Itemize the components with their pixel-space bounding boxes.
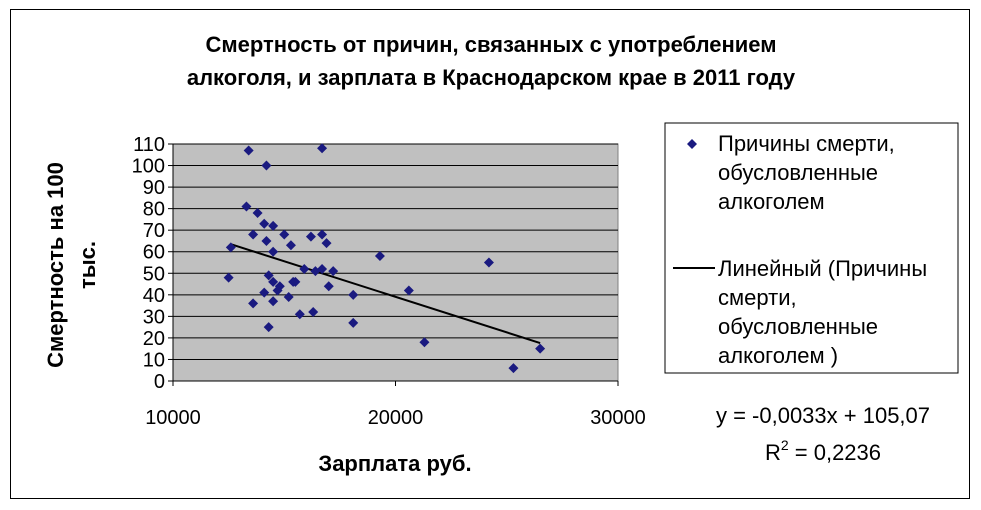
data-point — [535, 343, 546, 354]
data-point — [321, 238, 332, 249]
data-point — [268, 246, 279, 257]
data-point — [263, 322, 274, 333]
legend-trend-label: Линейный (Причины смерти, обусловленные … — [718, 256, 933, 368]
data-point — [252, 207, 263, 218]
data-point — [308, 307, 319, 318]
trendline — [230, 243, 541, 344]
ytick-label: 10 — [143, 349, 165, 371]
data-point — [483, 257, 494, 268]
data-point — [241, 201, 252, 212]
data-point — [285, 240, 296, 251]
ytick-label: 30 — [143, 306, 165, 328]
y-axis-title-line-1: Смертность на 100 — [43, 162, 68, 368]
r2-value: = 0,2236 — [789, 440, 881, 465]
r2-superscript: 2 — [781, 437, 789, 453]
ytick-label: 100 — [132, 156, 165, 178]
data-point — [317, 229, 328, 240]
legend-trend-line-3: обусловленные — [718, 314, 878, 339]
data-point — [279, 229, 290, 240]
data-point — [290, 276, 301, 287]
ytick-label: 60 — [143, 242, 165, 264]
plot-area — [172, 143, 619, 382]
legend-series-label: Причины смерти, обусловленные алкоголем — [718, 131, 901, 214]
legend-box — [664, 122, 959, 374]
data-point — [419, 337, 430, 348]
data-point — [317, 263, 328, 274]
data-point — [268, 276, 279, 287]
xtick-label: 20000 — [368, 407, 424, 429]
data-point — [374, 251, 385, 262]
legend-series-line-2: обусловленные — [718, 160, 878, 185]
legend-trend-line-4: алкоголем ) — [718, 343, 838, 368]
data-point — [223, 272, 234, 283]
data-point — [272, 285, 283, 296]
xtick-label: 10000 — [145, 407, 201, 429]
data-point — [248, 298, 259, 309]
data-point — [243, 145, 254, 156]
data-point — [268, 296, 279, 307]
data-point — [268, 220, 279, 231]
trend-equation: y = -0,0033x + 105,07 — [716, 403, 930, 428]
data-point — [328, 266, 339, 277]
data-point — [508, 363, 519, 374]
ytick-label: 80 — [143, 199, 165, 221]
chart-frame: Смертность от причин, связанных с употре… — [10, 9, 970, 499]
data-point — [263, 270, 274, 281]
data-point — [317, 143, 328, 154]
scatter-chart: Смертность от причин, связанных с употре… — [43, 32, 959, 476]
legend-series-line-3: алкоголем — [718, 189, 825, 214]
data-point — [403, 285, 414, 296]
ytick-label: 50 — [143, 263, 165, 285]
x-axis-title: Зарплата руб. — [318, 451, 471, 476]
x-tick-labels: 10000 20000 30000 — [145, 407, 646, 429]
data-point — [261, 235, 272, 246]
data-point — [248, 229, 259, 240]
legend-trend-line-2: смерти, — [718, 285, 797, 310]
data-point — [259, 287, 270, 298]
ytick-label: 90 — [143, 177, 165, 199]
ytick-label: 0 — [154, 371, 165, 393]
data-point — [323, 281, 334, 292]
data-point — [259, 218, 270, 229]
data-point — [261, 160, 272, 171]
legend-marker-diamond — [687, 139, 697, 149]
gridlines — [173, 143, 618, 360]
y-axis-title-line-2: тыс. — [75, 241, 100, 289]
data-point — [283, 291, 294, 302]
trendline-path — [230, 243, 541, 344]
data-point — [305, 231, 316, 242]
data-point — [225, 242, 236, 253]
data-point — [294, 309, 305, 320]
ytick-label: 20 — [143, 328, 165, 350]
data-points — [223, 143, 546, 374]
chart-title-line-1: Смертность от причин, связанных с употре… — [205, 32, 776, 57]
ytick-label: 70 — [143, 220, 165, 242]
chart-title-line-2: алкоголя, и зарплата в Краснодарском кра… — [187, 65, 796, 90]
data-point — [348, 289, 359, 300]
r2-letter: R — [765, 440, 781, 465]
ytick-label: 110 — [133, 134, 165, 156]
data-point — [299, 263, 310, 274]
data-point — [348, 317, 359, 328]
xtick-label: 30000 — [590, 407, 646, 429]
legend-series-line-1: Причины смерти, — [718, 131, 895, 156]
ytick-label: 40 — [143, 285, 165, 307]
axes — [168, 143, 619, 386]
r-squared-label: R2 = 0,2236 — [765, 437, 881, 465]
legend-trend-line-1: Линейный (Причины — [718, 256, 927, 281]
